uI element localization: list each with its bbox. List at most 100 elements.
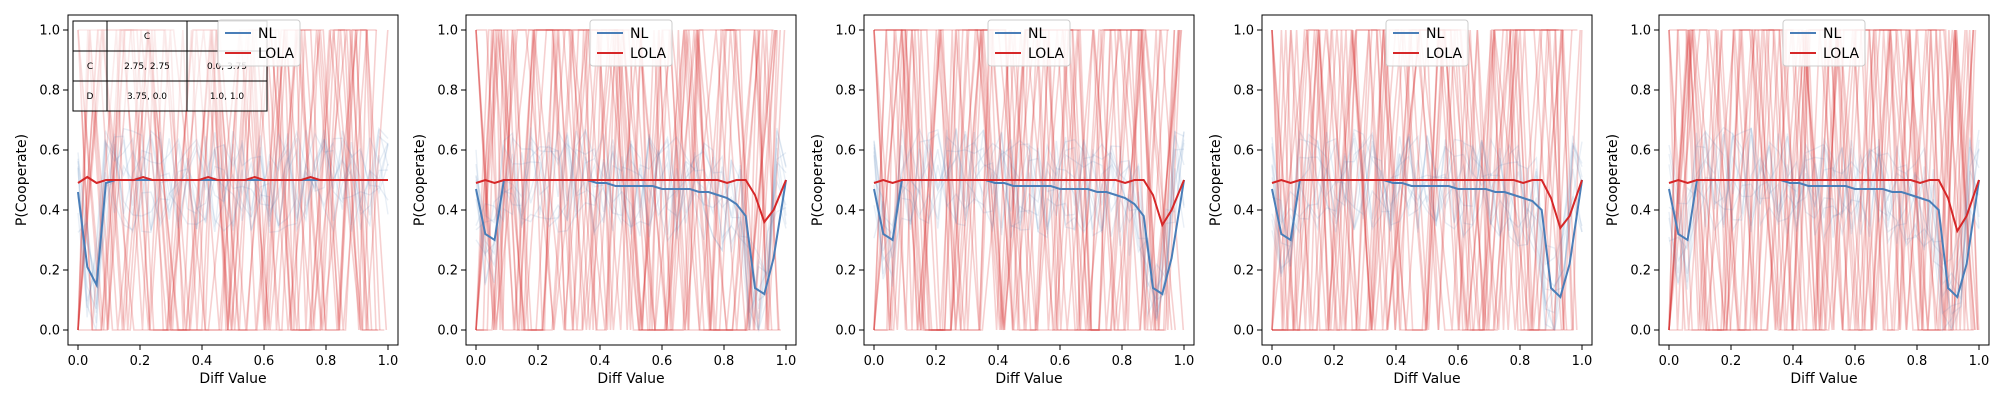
legend-label-nl: NL	[1823, 26, 1841, 42]
lola-run-trace	[1668, 29, 1979, 331]
nl-run-trace	[873, 131, 1185, 318]
legend-box	[1782, 19, 1866, 67]
y-axis-label: P(Cooperate)	[1208, 134, 1224, 226]
table-cell-text: C	[87, 62, 93, 72]
y-tick-label: 0.4	[835, 204, 856, 219]
legend-box	[1385, 19, 1469, 67]
table-cell-text: 1.0, 1.0	[210, 92, 245, 102]
nl-run-trace	[475, 129, 787, 333]
lola-run-trace	[475, 29, 774, 331]
nl-run-trace	[1668, 126, 1980, 301]
x-tick-label: 0.4	[192, 354, 213, 369]
nl-run-trace	[77, 129, 389, 313]
lola-run-trace	[77, 29, 370, 331]
nl-run-trace	[1271, 134, 1583, 331]
axes-frame	[67, 14, 399, 346]
y-tick-label: 0.0	[39, 324, 60, 339]
legend-box	[217, 19, 301, 67]
nl-run-trace	[1271, 133, 1583, 288]
subplot-4: 0.0 0.2 0.4 0.6 0.8 1.0 0.0 0.2 0.4 0.6 0.8 1.0 Diff…	[1208, 14, 1593, 387]
x-axis-label: Diff Value	[995, 371, 1062, 387]
x-tick-label: 0.6	[1845, 354, 1866, 369]
nl-run-trace	[1271, 128, 1583, 292]
lola-run-trace	[77, 29, 389, 331]
y-tick-label: 0.4	[1630, 204, 1651, 219]
legend: NL LOLA	[987, 19, 1071, 67]
y-tick-label: 0.8	[437, 84, 458, 99]
y-tick-label: 0.0	[1630, 324, 1651, 339]
table-cell-text: C	[144, 32, 150, 42]
lola-run-trace	[1271, 29, 1574, 331]
background-traces	[1668, 29, 1980, 332]
nl-run-trace	[77, 134, 389, 310]
legend-label-nl: NL	[1028, 26, 1046, 42]
nl-run-trace	[873, 128, 1185, 288]
x-tick-label: 1.0	[1174, 354, 1195, 369]
x-tick-label: 0.6	[254, 354, 275, 369]
legend: NL LOLA	[589, 19, 673, 67]
lola-run-trace	[873, 29, 1179, 331]
y-tick-label: 0.2	[437, 264, 458, 279]
nl-run-trace	[475, 130, 787, 328]
x-axis-label: Diff Value	[1790, 371, 1857, 387]
table-cell	[186, 80, 268, 112]
nl-run-trace	[475, 136, 787, 331]
legend-label-lola: LOLA	[1028, 46, 1064, 62]
x-tick-label: 0.2	[1721, 354, 1742, 369]
table-cell-text: 3.75, 0.0	[127, 92, 167, 102]
lola-run-trace	[1668, 29, 1974, 331]
x-tick-label: 0.8	[1907, 354, 1928, 369]
x-tick-label: 0.8	[1112, 354, 1133, 369]
table-cell	[72, 20, 108, 52]
y-tick-label: 0.6	[437, 144, 458, 159]
x-tick-label: 0.6	[652, 354, 673, 369]
y-tick-label: 0.6	[835, 144, 856, 159]
y-tick-label: 0.0	[437, 324, 458, 339]
nl-run-trace	[77, 132, 389, 324]
x-tick-label: 1.0	[1572, 354, 1593, 369]
subplot-1: 0.0 0.2 0.4 0.6 0.8 1.0 0.0 0.2 0.4 0.6 0.8 1.0 Diff…	[14, 14, 399, 387]
y-tick-label: 1.0	[39, 24, 60, 39]
x-tick-label: 0.0	[864, 354, 885, 369]
nl-run-trace	[873, 129, 1185, 291]
nl-run-trace	[475, 128, 787, 331]
lola-run-trace	[873, 29, 1182, 331]
y-axis-label: P(Cooperate)	[810, 134, 826, 226]
y-tick-label: 0.8	[835, 84, 856, 99]
nl-run-trace	[1668, 132, 1980, 316]
y-tick-label: 0.6	[39, 144, 60, 159]
legend: NL LOLA	[1385, 19, 1469, 67]
x-tick-label: 0.0	[1659, 354, 1680, 369]
y-tick-label: 1.0	[437, 24, 458, 39]
x-tick-label: 0.4	[1783, 354, 1804, 369]
nl-run-trace	[77, 129, 389, 277]
nl-run-trace	[1668, 129, 1980, 299]
x-tick-label: 0.4	[988, 354, 1009, 369]
table-cell-text: 0.0, 3.75	[207, 62, 247, 72]
y-tick-label: 0.4	[39, 204, 60, 219]
nl-run-trace	[475, 127, 787, 302]
lola-run-trace	[475, 29, 774, 331]
x-axis-label: Diff Value	[199, 371, 266, 387]
legend: NL LOLA	[1782, 19, 1866, 67]
lola-run-trace	[77, 29, 368, 331]
legend-box	[987, 19, 1071, 67]
y-tick-label: 0.2	[835, 264, 856, 279]
subplot-5: 0.0 0.2 0.4 0.6 0.8 1.0 0.0 0.2 0.4 0.6 0.8 1.0 Diff…	[1605, 14, 1990, 387]
series-line-lola	[1271, 178, 1583, 231]
x-tick-label: 0.8	[714, 354, 735, 369]
nl-run-trace	[1271, 133, 1583, 286]
y-tick-label: 0.2	[1233, 264, 1254, 279]
y-tick-label: 0.8	[39, 84, 60, 99]
x-axis-label: Diff Value	[597, 371, 664, 387]
legend: NL LOLA	[217, 19, 301, 67]
nl-run-trace	[873, 135, 1185, 301]
x-tick-label: 0.0	[68, 354, 89, 369]
table-cell	[106, 80, 188, 112]
legend-label-lola: LOLA	[1823, 46, 1859, 62]
legend-label-lola: LOLA	[630, 46, 666, 62]
nl-run-trace	[873, 127, 1185, 318]
nl-run-trace	[873, 127, 1185, 320]
subplot-2: 0.0 0.2 0.4 0.6 0.8 1.0 0.0 0.2 0.4 0.6 0.8 1.0 Diff…	[412, 14, 797, 387]
nl-run-trace	[77, 127, 389, 302]
